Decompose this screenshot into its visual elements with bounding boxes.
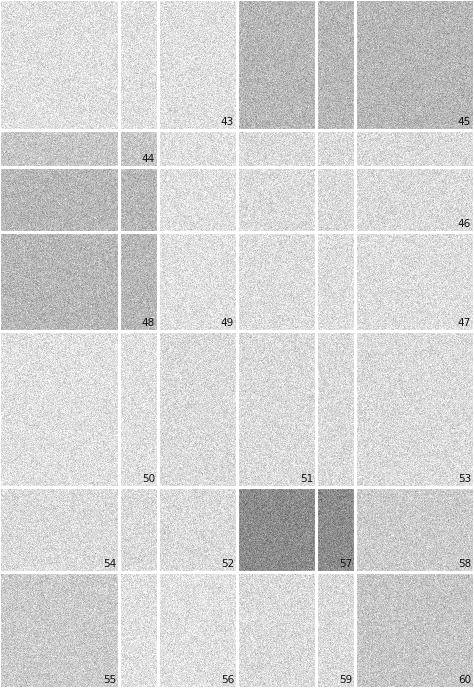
Bar — [238, 488, 355, 572]
Text: 59: 59 — [339, 675, 352, 685]
Text: 52: 52 — [221, 559, 234, 569]
Bar — [159, 131, 237, 331]
Bar — [0, 332, 158, 487]
Bar — [317, 332, 474, 487]
Bar — [0, 573, 119, 688]
Bar — [356, 488, 474, 572]
Text: 54: 54 — [103, 559, 116, 569]
Bar — [356, 573, 474, 688]
Text: 46: 46 — [458, 219, 471, 229]
Bar — [0, 168, 158, 331]
Bar — [0, 131, 158, 167]
Text: 47: 47 — [458, 318, 471, 328]
Text: 58: 58 — [458, 559, 471, 569]
Text: 50: 50 — [142, 474, 155, 484]
Text: 48: 48 — [142, 318, 155, 328]
Text: 55: 55 — [103, 675, 116, 685]
Bar — [238, 233, 474, 331]
Bar — [159, 332, 316, 487]
Bar — [120, 573, 237, 688]
Bar — [0, 488, 119, 572]
Text: 56: 56 — [221, 675, 234, 685]
Text: 53: 53 — [458, 474, 471, 484]
Bar — [0, 0, 237, 130]
Bar — [238, 573, 355, 688]
Text: 51: 51 — [300, 474, 313, 484]
Text: 43: 43 — [221, 117, 234, 127]
Text: 49: 49 — [221, 318, 234, 328]
Text: 44: 44 — [142, 154, 155, 164]
Text: 60: 60 — [458, 675, 471, 685]
Text: 57: 57 — [339, 559, 352, 569]
Bar — [238, 0, 474, 130]
Text: 45: 45 — [458, 117, 471, 127]
Bar — [238, 131, 474, 232]
Bar — [120, 488, 237, 572]
